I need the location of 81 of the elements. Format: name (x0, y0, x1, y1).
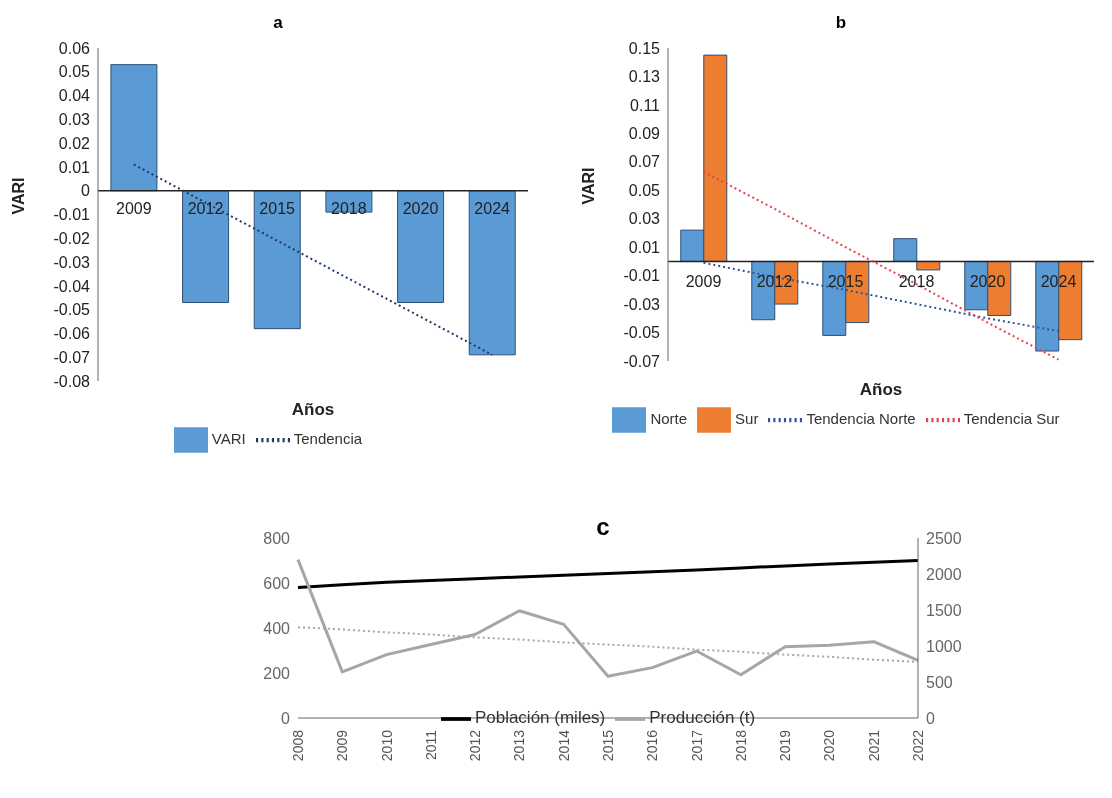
y-tick-label: 400 (263, 619, 291, 637)
legend-label: Producción (t) (649, 708, 756, 728)
x-tick-label: 2013 (511, 729, 528, 762)
y-tick-label: 0.13 (628, 68, 661, 86)
y-axis-title: VARI (579, 167, 597, 205)
x-tick-label: 2020 (969, 272, 1006, 290)
y-tick-label: -0.01 (623, 267, 661, 285)
y-tick-label: -0.08 (53, 372, 91, 390)
legend-label: Sur (735, 409, 759, 427)
legend-label: Tendencia Norte (806, 409, 916, 427)
y-tick-label: 800 (263, 529, 291, 547)
y2-tick-label: 500 (926, 673, 953, 691)
x-tick-label: 2024 (474, 200, 511, 218)
x-tick-label: 2010 (378, 729, 395, 762)
x-tick-label: 2018 (331, 200, 367, 218)
line-series (296, 559, 920, 589)
y-tick-label: -0.01 (53, 206, 91, 224)
chart-title: c (596, 513, 610, 540)
y-tick-label: 0.01 (58, 158, 91, 176)
y-tick-label: 0.15 (628, 39, 661, 57)
chart-title: b (834, 12, 848, 34)
y-tick-label: 0.05 (58, 63, 91, 81)
y-tick-label: -0.03 (53, 253, 91, 271)
y-tick-label: -0.06 (53, 325, 91, 343)
legend-label: Tendencia (293, 429, 363, 447)
y2-tick-label: 0 (926, 709, 935, 727)
x-tick-label: 2012 (756, 272, 793, 290)
x-tick-label: 2009 (685, 272, 722, 290)
y-tick-label: -0.02 (53, 229, 91, 247)
y-tick-label: -0.05 (623, 324, 661, 342)
x-tick-label: 2008 (290, 729, 306, 762)
x-tick-label: 2015 (600, 729, 616, 762)
y-tick-label: 0.03 (58, 111, 91, 129)
x-tick-label: 2011 (422, 729, 439, 761)
y2-tick-label: 1500 (926, 601, 962, 619)
y-tick-label: -0.07 (623, 352, 661, 370)
y-tick-label: 0.09 (628, 125, 661, 143)
x-tick-label: 2017 (688, 729, 705, 762)
y-tick-label: 0.01 (628, 238, 661, 256)
x-tick-label: 2015 (259, 200, 296, 218)
x-tick-label: 2012 (467, 729, 484, 762)
y-tick-label: 0 (281, 709, 291, 727)
legend-label: Tendencia Sur (963, 409, 1060, 427)
x-tick-label: 2018 (898, 272, 935, 290)
y-tick-label: 0.02 (58, 134, 91, 152)
x-tick-label: 2020 (402, 200, 439, 218)
y-tick-label: -0.05 (53, 301, 91, 319)
x-tick-label: 2009 (116, 200, 152, 218)
y-tick-label: -0.03 (623, 295, 661, 313)
x-tick-label: 2009 (334, 729, 351, 762)
y-tick-label: 0.11 (630, 96, 661, 114)
x-tick-label: 2020 (821, 729, 838, 762)
y-tick-label: 0.06 (58, 39, 91, 57)
y-axis-title: VARI (9, 177, 27, 215)
y-tick-label: 0.07 (628, 153, 661, 171)
y2-tick-label: 1000 (926, 637, 962, 655)
x-tick-label: 2018 (732, 729, 749, 762)
y-tick-label: 0.03 (628, 210, 661, 228)
y-tick-label: -0.04 (53, 277, 91, 295)
y-tick-label: 0.05 (628, 181, 661, 199)
chart-title: a (272, 12, 284, 34)
x-tick-label: 2021 (865, 729, 882, 762)
x-tick-label: 2016 (644, 729, 661, 762)
x-axis-title: Años (291, 400, 335, 419)
x-tick-label: 2015 (827, 272, 864, 290)
x-tick-label: 2012 (187, 200, 224, 218)
y-tick-label: 0 (81, 182, 91, 200)
x-tick-label: 2022 (910, 729, 926, 762)
y2-tick-label: 2000 (926, 565, 962, 583)
y-tick-label: 200 (263, 664, 291, 682)
y2-tick-label: 2500 (926, 529, 962, 547)
legend-label: Población (miles) (474, 708, 606, 728)
legend-label: Norte (650, 409, 688, 427)
y-tick-label: 0.04 (58, 87, 91, 105)
x-tick-label: 2024 (1040, 272, 1077, 290)
legend-label: VARI (211, 429, 246, 447)
x-tick-label: 2014 (555, 729, 572, 762)
y-tick-label: -0.07 (53, 348, 91, 366)
y-tick-label: 600 (263, 574, 291, 592)
x-axis-title: Años (859, 380, 903, 399)
x-tick-label: 2019 (777, 729, 794, 762)
